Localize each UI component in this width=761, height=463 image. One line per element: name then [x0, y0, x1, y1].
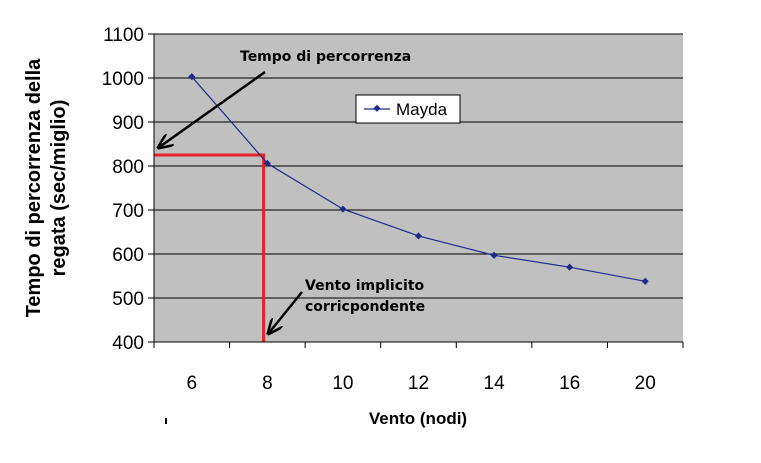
annotation-time-arrow: [158, 70, 266, 148]
x-tick-label: 10: [332, 373, 353, 394]
annotation-time: Tempo di percorrenza: [240, 49, 411, 65]
x-axis-title: Vento (nodi): [369, 409, 467, 428]
y-axis-title-line1: Tempo di percorrenza della: [23, 58, 45, 317]
annotation-wind-line1: Vento implicito: [305, 278, 425, 294]
y-tick-label: 700: [112, 201, 144, 222]
y-axis-ticks: 400 500 600 700 800 900 1000 1100: [102, 25, 154, 354]
legend: Mayda: [355, 94, 461, 124]
x-tick-label: 8: [262, 373, 273, 394]
y-tick-label: 1100: [103, 25, 144, 46]
data-point: [263, 159, 271, 167]
legend-marker-mayda: [373, 104, 381, 112]
x-tick-label: 6: [186, 373, 197, 394]
y-tick-label: 500: [112, 289, 144, 310]
data-point: [641, 277, 649, 285]
series-markers-mayda: [188, 73, 649, 285]
y-tick-label: 900: [112, 113, 144, 134]
data-point: [414, 232, 423, 240]
y-tick-label: 600: [112, 245, 144, 266]
plot-area: [154, 34, 683, 342]
y-tick-label: 400: [112, 333, 144, 354]
implied-wind-guide-line: [154, 153, 266, 342]
y-tick-label: 1000: [102, 69, 144, 90]
x-tick-label: 20: [635, 373, 656, 394]
data-point: [339, 205, 347, 213]
data-point: [188, 73, 196, 81]
y-axis-title-line2: regata (sec/miglio): [48, 100, 70, 277]
data-point: [490, 251, 498, 259]
legend-label-mayda: Mayda: [396, 100, 448, 119]
annotation-wind-line2: corricpondente: [305, 299, 425, 315]
x-tick-label: 12: [408, 373, 429, 394]
x-axis-ticks: 6 8 10 12 14 16 20: [153, 342, 684, 394]
x-tick-label: 16: [559, 373, 580, 394]
stray-mark: [165, 418, 167, 424]
x-tick-label: 14: [484, 373, 506, 394]
data-point: [566, 263, 574, 271]
y-tick-label: 800: [112, 157, 144, 178]
annotation-wind-arrow: [268, 291, 303, 334]
